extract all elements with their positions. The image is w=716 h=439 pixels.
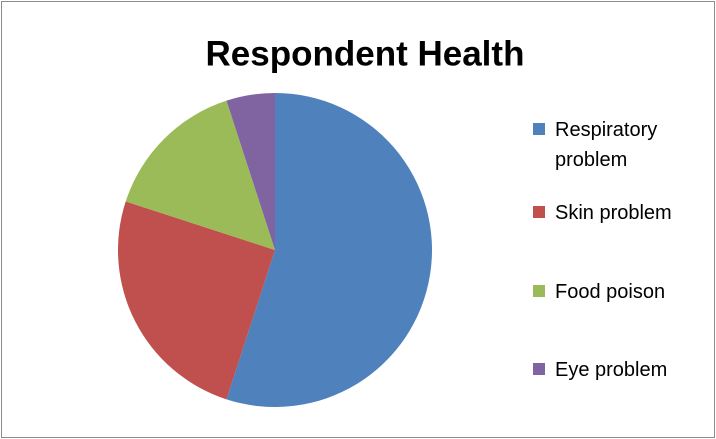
legend-label: Respiratory problem <box>555 119 658 171</box>
chart-title: Respondent Health <box>206 34 525 73</box>
legend-item: Skin problem <box>533 198 703 228</box>
pie-slice <box>226 93 432 407</box>
legend-label: Eye problem <box>555 359 668 381</box>
legend-item: Food poison <box>533 277 703 307</box>
legend-item: Eye problem <box>533 355 703 385</box>
legend-item: Respiratory problem <box>533 115 685 175</box>
pie-slice <box>125 100 275 250</box>
legend-swatch <box>533 285 545 297</box>
legend-swatch <box>533 363 545 375</box>
legend-label: Food poison <box>555 281 666 303</box>
pie-slice <box>226 93 275 250</box>
legend-label: Skin problem <box>555 202 672 224</box>
legend-swatch <box>533 206 545 218</box>
legend-swatch <box>533 123 545 135</box>
pie-slice <box>118 201 276 400</box>
